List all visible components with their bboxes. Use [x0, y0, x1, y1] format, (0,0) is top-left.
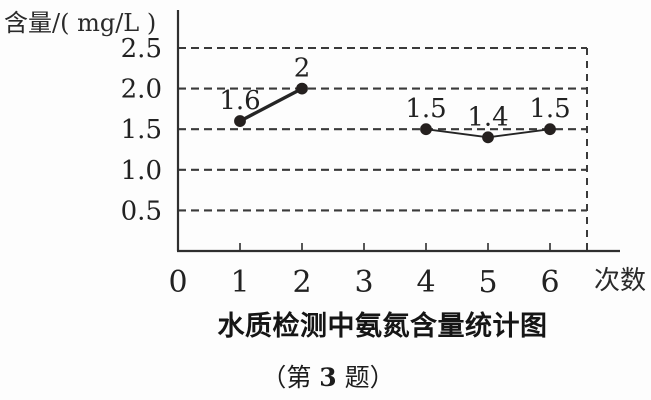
- data-point-label-tests-4-6-x5: 1.4: [467, 102, 508, 132]
- x-axis-label: 次数: [594, 266, 647, 296]
- y-tick-label-0.5: 0.5: [121, 196, 162, 226]
- x-tick-label-1: 1: [230, 265, 249, 300]
- series-line-tests-1-2: [239, 87, 303, 123]
- data-point-tests-4-6-x5: [482, 131, 494, 144]
- x-tick-label-5: 5: [478, 265, 497, 300]
- data-point-label-tests-4-6-x6: 1.5: [529, 94, 570, 124]
- data-point-tests-4-6-x4: [420, 123, 432, 136]
- data-point-tests-4-6-x6: [544, 123, 556, 136]
- chart-title: 水质检测中氨氮含量统计图: [217, 311, 548, 342]
- line-chart: 0 1 2 3 4 5 6 0.5 1.0 1.5 2.0 2.5 1.6 2 1.5 1.4 1.5: [121, 10, 620, 300]
- y-tick-label-2.5: 2.5: [121, 34, 162, 64]
- x-tick-label-6: 6: [540, 265, 559, 300]
- data-point-label-tests-1-2-x2: 2: [294, 54, 311, 84]
- y-tick-label-2.0: 2.0: [121, 75, 162, 105]
- data-point-label-tests-4-6-x4: 1.5: [405, 94, 446, 124]
- caption-prefix: （第: [261, 363, 320, 392]
- x-tick-label-2: 2: [292, 265, 311, 300]
- x-tick-label-3: 3: [354, 265, 373, 300]
- y-tick-label-1.5: 1.5: [121, 115, 162, 145]
- x-tick-label-0: 0: [168, 265, 187, 300]
- caption-suffix: 题）: [336, 363, 395, 392]
- y-tick-label-1.0: 1.0: [121, 156, 162, 186]
- data-point-tests-1-2-x2: [296, 82, 308, 95]
- x-tick-label-4: 4: [416, 265, 435, 300]
- y-axis-label: 含量/( mg/L ): [4, 9, 157, 37]
- figure-caption: （第 3 题）: [0, 358, 651, 394]
- caption-number: 3: [319, 363, 337, 392]
- data-point-label-tests-1-2-x1: 1.6: [219, 86, 260, 116]
- data-point-tests-1-2-x1: [234, 115, 246, 127]
